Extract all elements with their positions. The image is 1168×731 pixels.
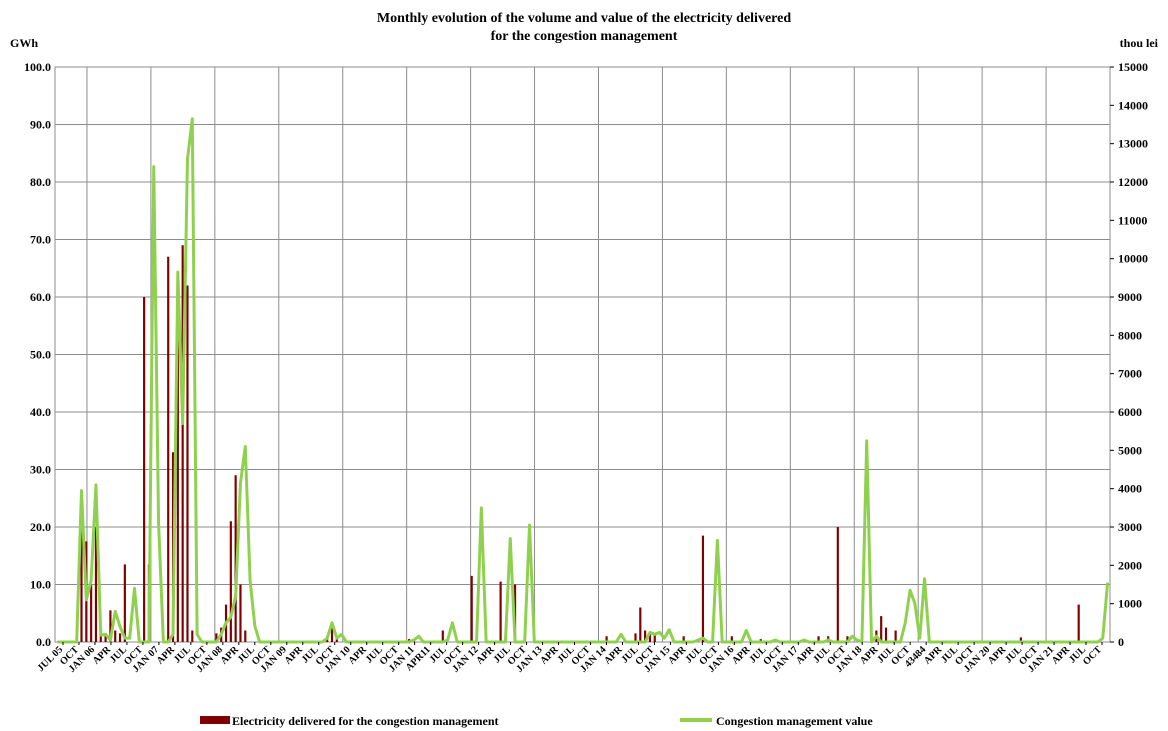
left-tick-label: 20.0 bbox=[30, 520, 51, 534]
bar bbox=[104, 636, 107, 642]
bar bbox=[1019, 637, 1022, 642]
left-tick-label: 10.0 bbox=[30, 578, 51, 592]
bar bbox=[244, 630, 247, 642]
bar bbox=[880, 616, 883, 642]
bar bbox=[123, 564, 126, 642]
bar bbox=[644, 630, 647, 642]
bar bbox=[817, 636, 820, 642]
bar bbox=[470, 575, 473, 642]
right-tick-label: 8000 bbox=[1118, 328, 1142, 342]
bar bbox=[186, 285, 189, 642]
chart-subtitle: for the congestion management bbox=[491, 29, 678, 44]
line-series bbox=[57, 117, 1110, 644]
bar bbox=[167, 256, 170, 642]
bar bbox=[701, 535, 705, 642]
left-axis-ticks: 100.0 90.0 80.0 70.0 60.0 50.0 40.0 30.0 20.0 10.… bbox=[24, 60, 51, 649]
right-tick-label: 10000 bbox=[1118, 252, 1148, 266]
bar-series bbox=[80, 245, 1080, 642]
bar bbox=[176, 297, 179, 642]
bar bbox=[605, 636, 608, 642]
bar bbox=[634, 633, 637, 642]
right-axis-ticks: 1500014000130001200011000100009000800070… bbox=[1110, 60, 1148, 649]
bar bbox=[99, 633, 102, 642]
left-tick-label: 60.0 bbox=[30, 290, 51, 304]
bar bbox=[109, 610, 112, 642]
bar bbox=[330, 621, 334, 642]
left-tick-label: 50.0 bbox=[30, 348, 51, 362]
left-tick-label: 90.0 bbox=[30, 118, 51, 132]
bar bbox=[682, 636, 685, 642]
left-tick-label: 0.0 bbox=[36, 635, 51, 649]
bar bbox=[94, 527, 98, 642]
left-tick-label: 80.0 bbox=[30, 175, 51, 189]
right-tick-label: 15000 bbox=[1118, 60, 1148, 74]
right-tick-label: 12000 bbox=[1118, 175, 1148, 189]
bar bbox=[234, 475, 237, 642]
bar bbox=[114, 630, 117, 642]
bar bbox=[894, 630, 897, 642]
bar bbox=[1077, 604, 1080, 642]
bar bbox=[846, 636, 849, 642]
right-tick-label: 9000 bbox=[1118, 290, 1142, 304]
bar bbox=[639, 607, 642, 642]
right-tick-label: 6000 bbox=[1118, 405, 1142, 419]
bar bbox=[653, 633, 656, 642]
chart-title: Monthly evolution of the volume and valu… bbox=[377, 11, 791, 26]
bar bbox=[441, 630, 444, 642]
legend-label-bar: Electricity delivered for the congestion… bbox=[232, 714, 499, 728]
bar bbox=[90, 584, 93, 642]
bar bbox=[884, 627, 888, 642]
x-tick-label: OCT bbox=[1081, 644, 1104, 667]
bar bbox=[836, 527, 839, 642]
legend-label-line: Congestion management value bbox=[716, 714, 873, 728]
bar bbox=[730, 636, 733, 642]
right-tick-label: 7000 bbox=[1118, 367, 1142, 381]
left-tick-label: 40.0 bbox=[30, 405, 51, 419]
right-tick-label: 1000 bbox=[1118, 597, 1142, 611]
bar bbox=[143, 297, 146, 642]
bar bbox=[239, 584, 242, 642]
bar bbox=[80, 492, 83, 642]
bar bbox=[229, 521, 232, 642]
legend: Electricity delivered for the congestion… bbox=[200, 714, 873, 728]
right-tick-label: 3000 bbox=[1118, 520, 1142, 534]
right-tick-label: 5000 bbox=[1118, 443, 1142, 457]
right-tick-label: 4000 bbox=[1118, 482, 1142, 496]
legend-swatch-bar bbox=[200, 716, 230, 724]
right-axis-unit: thou lei bbox=[1120, 36, 1159, 50]
right-tick-label: 11000 bbox=[1118, 213, 1147, 227]
bar bbox=[181, 245, 184, 642]
bar bbox=[118, 633, 122, 642]
right-tick-label: 0 bbox=[1118, 635, 1124, 649]
left-axis-unit: GWh bbox=[10, 36, 38, 50]
left-tick-label: 100.0 bbox=[24, 60, 51, 74]
right-tick-label: 13000 bbox=[1118, 137, 1148, 151]
bar bbox=[191, 630, 194, 642]
grid bbox=[54, 66, 1111, 643]
bar bbox=[648, 633, 652, 642]
bar bbox=[499, 581, 502, 642]
right-tick-label: 2000 bbox=[1118, 558, 1142, 572]
bar bbox=[215, 633, 218, 642]
left-tick-label: 70.0 bbox=[30, 233, 51, 247]
left-tick-label: 30.0 bbox=[30, 463, 51, 477]
right-tick-label: 14000 bbox=[1118, 98, 1148, 112]
value-line bbox=[57, 117, 1110, 644]
